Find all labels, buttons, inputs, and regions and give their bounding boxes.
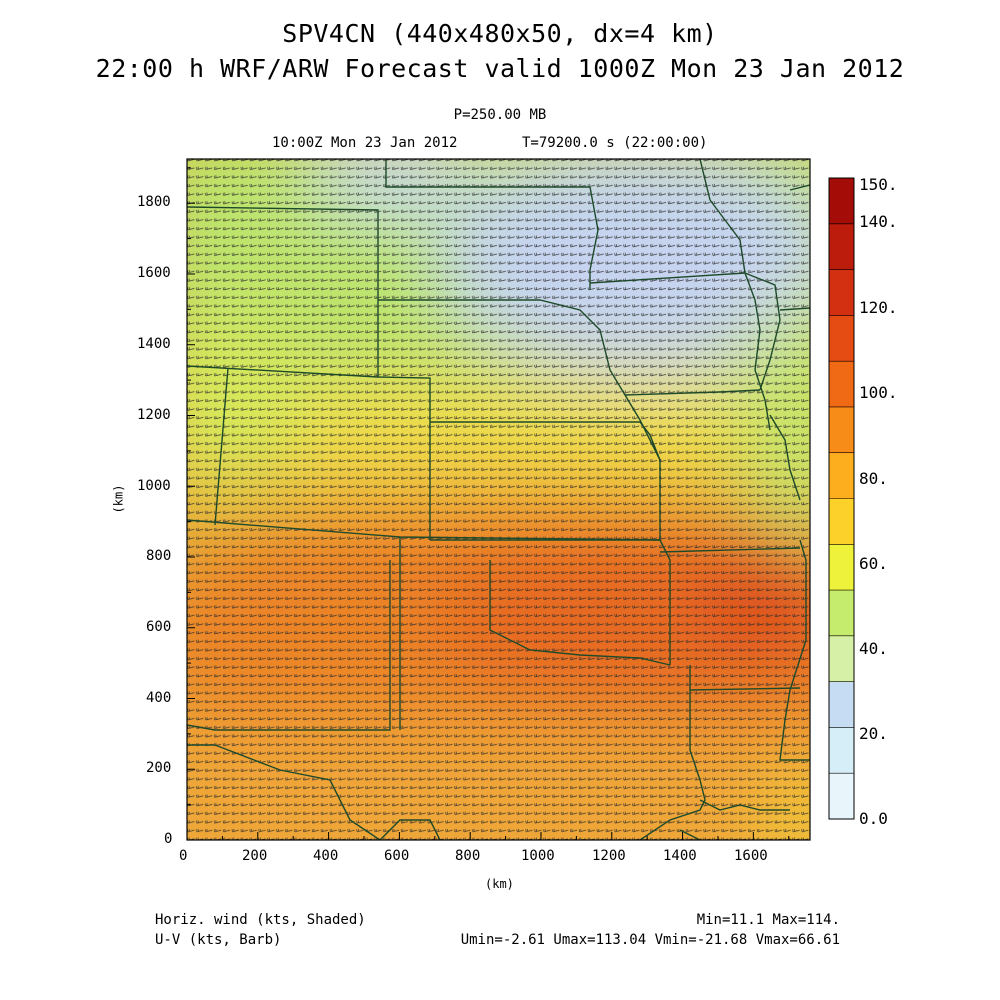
- colorbar-swatch: [829, 178, 854, 225]
- colorbar-frame: [828, 177, 855, 820]
- colorbar-label-140: 140.: [859, 212, 898, 231]
- title-line-1: SPV4CN (440x480x50, dx=4 km): [282, 19, 718, 48]
- footer-min-max: Min=11.1 Max=114.: [696, 912, 840, 928]
- y-tick-1800: 1800: [137, 194, 171, 210]
- colorbar-swatch: [829, 452, 854, 499]
- y-axis-label: (km): [111, 484, 126, 514]
- y-tick-1200: 1200: [137, 407, 171, 423]
- x-tick-1600: 1600: [734, 848, 768, 864]
- y-tick-1400: 1400: [137, 336, 171, 352]
- x-axis: [186, 832, 790, 840]
- colorbar-swatch: [829, 406, 854, 454]
- plot-frame: [186, 158, 811, 841]
- colorbar-swatch: [829, 544, 854, 591]
- x-tick-0: 0: [179, 848, 188, 864]
- colorbar-label-100: 100.: [859, 383, 898, 402]
- colorbar-label-20: 20.: [859, 724, 888, 743]
- colorbar-swatch: [829, 681, 854, 728]
- colorbar-label-80: 80.: [859, 469, 888, 488]
- colorbar-label-60: 60.: [859, 554, 888, 573]
- x-tick-1000: 1000: [521, 848, 555, 864]
- title-line-2: 22:00 h WRF/ARW Forecast valid 1000Z Mon…: [95, 54, 905, 83]
- colorbar-swatch: [829, 361, 854, 408]
- x-tick-1200: 1200: [592, 848, 626, 864]
- y-axis: [187, 167, 195, 841]
- y-tick-800: 800: [146, 548, 172, 564]
- x-tick-1400: 1400: [663, 848, 697, 864]
- footer-field-barb: U-V (kts, Barb): [155, 932, 282, 948]
- colorbar-swatch: [829, 590, 854, 637]
- footer-uv-stats: Umin=-2.61 Umax=113.04 Vmin=-21.68 Vmax=…: [460, 932, 840, 948]
- y-tick-600: 600: [146, 619, 172, 635]
- colorbar-label-120: 120.: [859, 298, 898, 317]
- forecast-time: T=79200.0 s (22:00:00): [522, 135, 708, 151]
- colorbar-swatch: [829, 223, 854, 271]
- y-tick-1000: 1000: [137, 478, 171, 494]
- y-tick-1600: 1600: [137, 265, 171, 281]
- y-tick-400: 400: [146, 690, 172, 706]
- x-tick-400: 400: [313, 848, 339, 864]
- pressure-level: P=250.00 MB: [453, 107, 547, 123]
- wind-barbs: [187, 159, 810, 840]
- colorbar-label-150: 150.: [859, 175, 898, 194]
- wind-field-shading: [187, 159, 810, 840]
- colorbar-swatch: [829, 635, 854, 683]
- valid-time: 10:00Z Mon 23 Jan 2012: [272, 135, 458, 151]
- x-axis-label: (km): [485, 877, 514, 891]
- x-tick-600: 600: [384, 848, 410, 864]
- footer-field-shaded: Horiz. wind (kts, Shaded): [155, 912, 366, 928]
- colorbar-label-40: 40.: [859, 639, 888, 658]
- y-tick-200: 200: [146, 760, 172, 776]
- x-tick-800: 800: [455, 848, 481, 864]
- colorbar-swatch: [829, 315, 854, 362]
- colorbar-swatch: [829, 773, 854, 820]
- colorbar-swatch: [829, 727, 854, 774]
- x-tick-200: 200: [242, 848, 268, 864]
- colorbar-swatch: [829, 269, 854, 316]
- state-boundaries: [187, 159, 810, 840]
- colorbar-swatch: [829, 498, 854, 545]
- colorbar-label-0: 0.0: [859, 809, 888, 828]
- colorbar: [828, 177, 855, 820]
- y-tick-0: 0: [164, 831, 173, 847]
